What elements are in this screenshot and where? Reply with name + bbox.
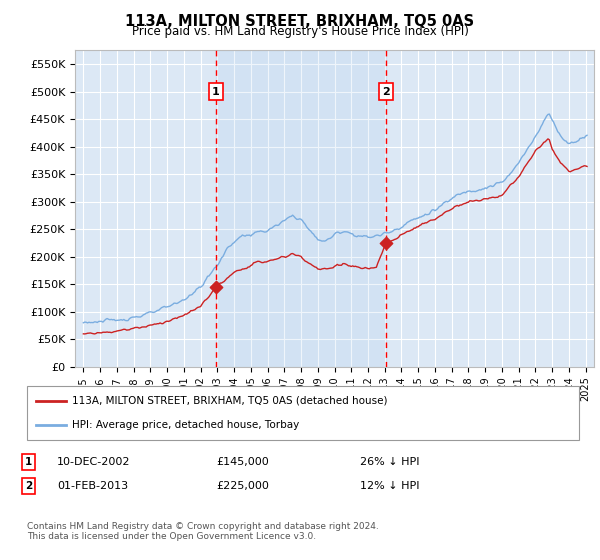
Text: 1: 1 xyxy=(212,87,220,97)
Text: 1: 1 xyxy=(25,457,32,467)
Bar xyxy=(216,50,386,367)
Text: Price paid vs. HM Land Registry's House Price Index (HPI): Price paid vs. HM Land Registry's House … xyxy=(131,25,469,38)
Text: Contains HM Land Registry data © Crown copyright and database right 2024.
This d: Contains HM Land Registry data © Crown c… xyxy=(27,522,379,542)
Text: 12% ↓ HPI: 12% ↓ HPI xyxy=(360,481,419,491)
Text: 2: 2 xyxy=(25,481,32,491)
Text: 2: 2 xyxy=(382,87,390,97)
Text: 10-DEC-2002: 10-DEC-2002 xyxy=(57,457,131,467)
Text: £145,000: £145,000 xyxy=(216,457,269,467)
Point xyxy=(211,283,221,292)
Text: 26% ↓ HPI: 26% ↓ HPI xyxy=(360,457,419,467)
Text: 113A, MILTON STREET, BRIXHAM, TQ5 0AS (detached house): 113A, MILTON STREET, BRIXHAM, TQ5 0AS (d… xyxy=(72,396,388,406)
Point xyxy=(381,239,391,248)
Text: HPI: Average price, detached house, Torbay: HPI: Average price, detached house, Torb… xyxy=(72,420,299,430)
Text: 113A, MILTON STREET, BRIXHAM, TQ5 0AS: 113A, MILTON STREET, BRIXHAM, TQ5 0AS xyxy=(125,14,475,29)
Text: 01-FEB-2013: 01-FEB-2013 xyxy=(57,481,128,491)
Text: £225,000: £225,000 xyxy=(216,481,269,491)
